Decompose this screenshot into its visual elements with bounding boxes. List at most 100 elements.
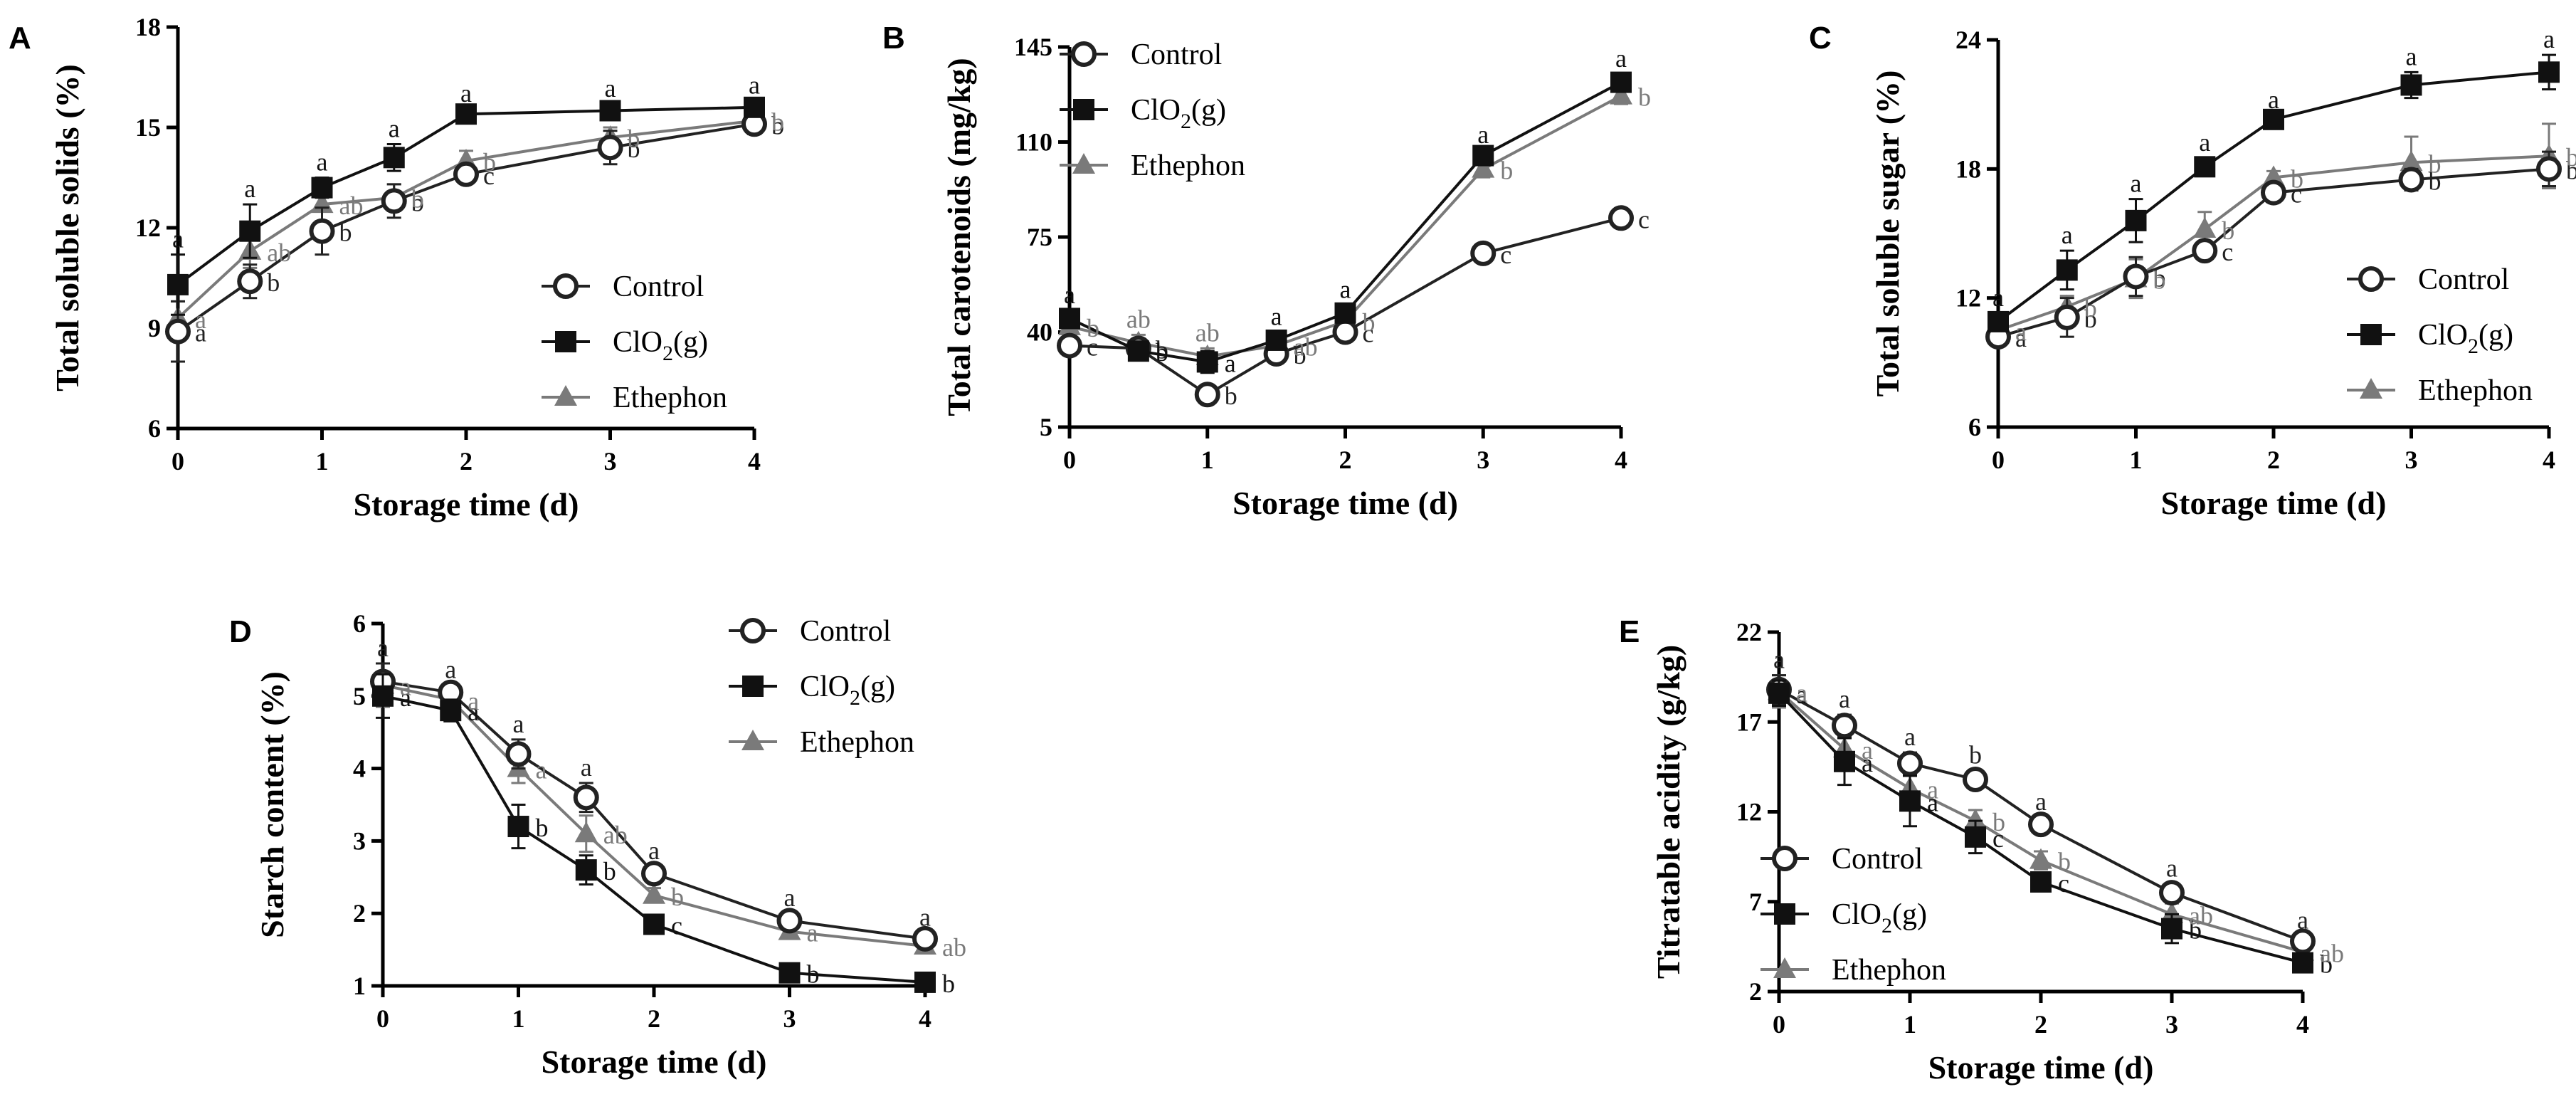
data-point-clo2 [372,685,394,707]
data-point-clo2 [1899,790,1921,812]
legend-label-ethephon: Ethephon [613,382,727,414]
x-axis-title: Storage time (d) [542,1044,767,1080]
significance-letter: a [244,174,255,203]
significance-letter: ab [267,238,291,267]
significance-letter: a [536,756,547,784]
significance-letter: c [2222,238,2233,266]
significance-letter: c [1087,333,1098,362]
significance-letter: a [2015,317,2027,346]
legend-marker-clo2 [1073,99,1094,120]
significance-letter: b [267,268,280,297]
significance-letter: b [2084,305,2097,333]
data-point-clo2 [455,103,477,125]
data-point-control [641,861,667,887]
data-point-control [1470,240,1496,266]
significance-letter: b [339,219,352,247]
legend-label-clo2: ClO2(g) [2418,319,2513,358]
significance-letter: a [513,710,524,738]
data-point-control [2123,263,2149,290]
data-point-control [1832,713,1857,739]
significance-letter: a [389,115,400,143]
significance-letter: a [2297,906,2308,935]
legend-marker-ethephon [1072,153,1095,174]
data-point-ethephon [2160,902,2183,923]
data-point-control [912,925,938,952]
x-tick-label: 0 [1063,446,1076,474]
significance-letter: a [195,305,206,334]
legend-text-part: ClO [2418,319,2468,352]
significance-letter: b [1156,338,1168,367]
significance-letter: ab [942,933,966,962]
significance-letter: a [2166,854,2178,883]
y-tick-label: 4 [353,755,366,783]
y-tick-label: 12 [1955,284,1981,312]
legend-text-part: (g) [673,326,708,359]
significance-letter: a [1862,749,1873,777]
y-tick-label: 15 [135,113,161,142]
significance-letter: a [1927,776,1938,804]
legend-marker-clo2 [555,331,576,352]
x-tick-label: 3 [1477,446,1489,474]
significance-letter: c [1992,824,2004,853]
significance-letter: a [1615,44,1627,73]
data-point-clo2 [1472,144,1494,167]
data-point-control [453,161,479,187]
significance-letter: b [2320,950,2333,979]
y-tick-label: 110 [1015,128,1052,157]
legend-label-clo2: ClO2(g) [800,671,895,710]
y-axis-title: Total carotenoids (mg/kg) [941,58,977,416]
data-point-control [381,188,407,214]
chart-panel-b: B 5 40 75 110 145 0 1 2 3 4 Storage time (d) Total c… [882,21,1651,521]
significance-letter: c [2058,869,2069,898]
significance-letter: b [2566,156,2576,184]
legend-label-control: Control [800,615,891,648]
significance-letter: b [671,883,684,911]
legend-marker-clo2 [2360,324,2382,345]
data-point-control [2192,238,2218,264]
significance-letter: a [1796,678,1807,707]
significance-letter: b [2153,266,2166,294]
significance-letter: ab [2189,901,2213,930]
significance-letter: b [2222,216,2234,245]
legend-label-control: Control [1131,38,1222,71]
legend-marker-clo2 [742,676,764,697]
significance-letter: b [628,125,640,153]
significance-letter: c [671,911,682,940]
y-tick-label: 17 [1736,708,1762,736]
legend-marker-ethephon [741,730,764,750]
data-point-clo2 [2125,209,2147,231]
x-tick-label: 2 [2267,446,2280,474]
significance-letter: a [2035,787,2047,816]
data-point-clo2 [1768,682,1790,704]
series-control [1985,150,2562,350]
data-point-control [2261,179,2286,206]
legend-marker-ethephon [554,385,577,406]
significance-letter: b [411,188,424,216]
legend-label-ethephon: Ethephon [1832,954,1946,987]
x-axis-title: Storage time (d) [2161,485,2387,521]
significance-letter: ab [339,191,364,220]
significance-letter: ab [2320,939,2344,967]
data-point-control [1608,205,1634,231]
significance-letter: b [2084,294,2097,322]
significance-letter: a [1340,275,1351,303]
x-tick-label: 3 [604,447,617,475]
significance-letter: b [411,185,424,214]
data-point-clo2 [914,971,936,993]
significance-letter: a [605,74,616,103]
data-point-clo2 [575,859,597,881]
x-axis-title: Storage time (d) [354,486,579,522]
data-point-clo2 [2263,108,2284,130]
significance-letter: a [919,903,931,932]
legend: Control ClO2(g) Ethephon [729,615,914,759]
data-point-clo2 [311,177,333,199]
data-point-clo2 [2292,952,2313,974]
significance-letter: b [1087,314,1099,342]
x-axis-title: Storage time (d) [1928,1049,2154,1086]
x-tick-label: 0 [171,447,184,475]
y-tick-label: 75 [1027,223,1052,251]
legend-marker-control [740,618,766,643]
data-point-clo2 [1988,310,2009,332]
significance-letter: b [2429,167,2442,195]
